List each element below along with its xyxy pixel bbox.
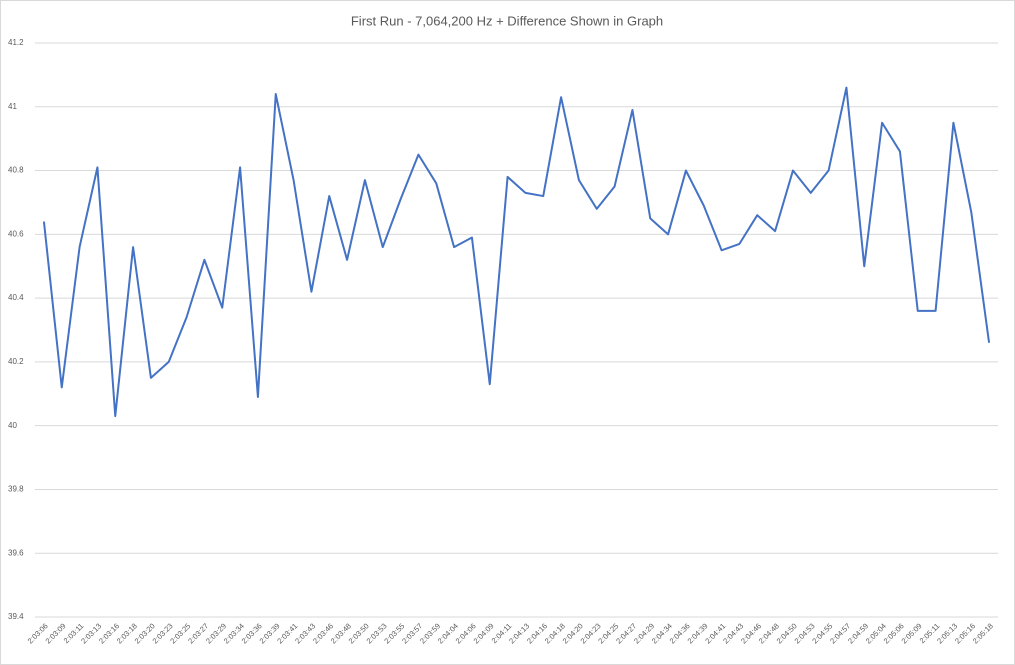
y-tick-label: 40.8 — [8, 166, 24, 175]
y-tick-label: 40 — [8, 421, 17, 430]
chart-title: First Run - 7,064,200 Hz + Difference Sh… — [351, 13, 663, 28]
y-tick-label: 41.2 — [8, 38, 24, 47]
y-tick-label: 39.8 — [8, 485, 24, 494]
y-tick-label: 40.4 — [8, 293, 24, 302]
y-tick-label: 39.4 — [8, 612, 24, 621]
data-line — [42, 86, 991, 418]
y-tick-label: 40.6 — [8, 229, 24, 238]
y-tick-label: 39.6 — [8, 548, 24, 557]
y-tick-label: 40.2 — [8, 357, 24, 366]
y-tick-label: 41 — [8, 102, 17, 111]
